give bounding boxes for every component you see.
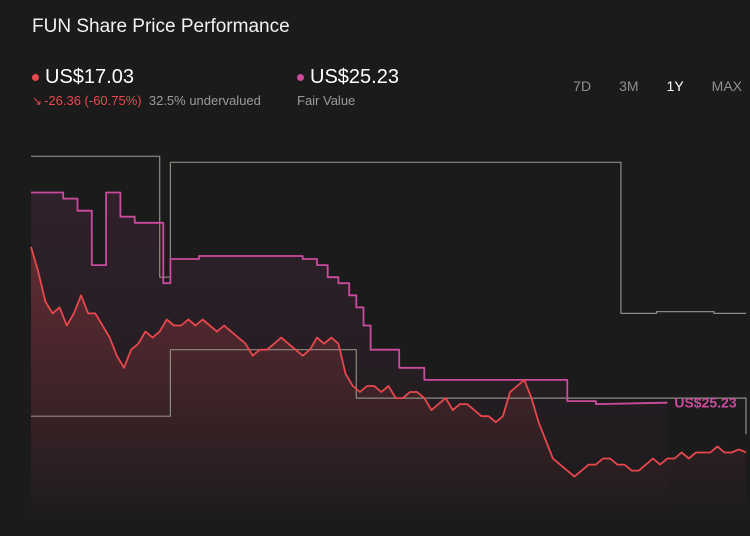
price-legend: US$17.03 ↘ -26.36 (-60.75%) 32.5% underva… xyxy=(32,66,261,108)
fair-value-dot-icon xyxy=(297,74,304,81)
period-3m[interactable]: 3M xyxy=(619,78,639,94)
price-value: US$17.03 xyxy=(45,66,134,88)
period-7d[interactable]: 7D xyxy=(573,78,592,94)
period-1y[interactable]: 1Y xyxy=(666,78,684,94)
fair-value-value: US$25.23 xyxy=(310,66,399,88)
fair-value-end-label: US$25.23 xyxy=(674,395,736,411)
range-high-line xyxy=(31,155,746,314)
range-low-line xyxy=(31,349,747,435)
period-max[interactable]: MAX xyxy=(711,78,742,94)
valuation-note: 32.5% undervalued xyxy=(148,93,261,108)
period-selector: 7D 3M 1Y MAX xyxy=(545,78,742,94)
price-area xyxy=(31,246,746,525)
fair-value-label: Fair Value xyxy=(297,93,356,108)
price-dot-icon xyxy=(32,74,39,81)
price-line xyxy=(30,246,747,478)
arrow-down-right-icon: ↘ xyxy=(32,94,43,108)
chart-title: FUN Share Price Performance xyxy=(32,16,290,37)
price-change: -26.36 (-60.75%) xyxy=(44,93,142,108)
fair-value-legend: US$25.23 Fair Value xyxy=(297,66,399,108)
fair-value-line xyxy=(31,191,668,405)
price-change-line: ↘ -26.36 (-60.75%) 32.5% undervalued xyxy=(32,93,261,108)
